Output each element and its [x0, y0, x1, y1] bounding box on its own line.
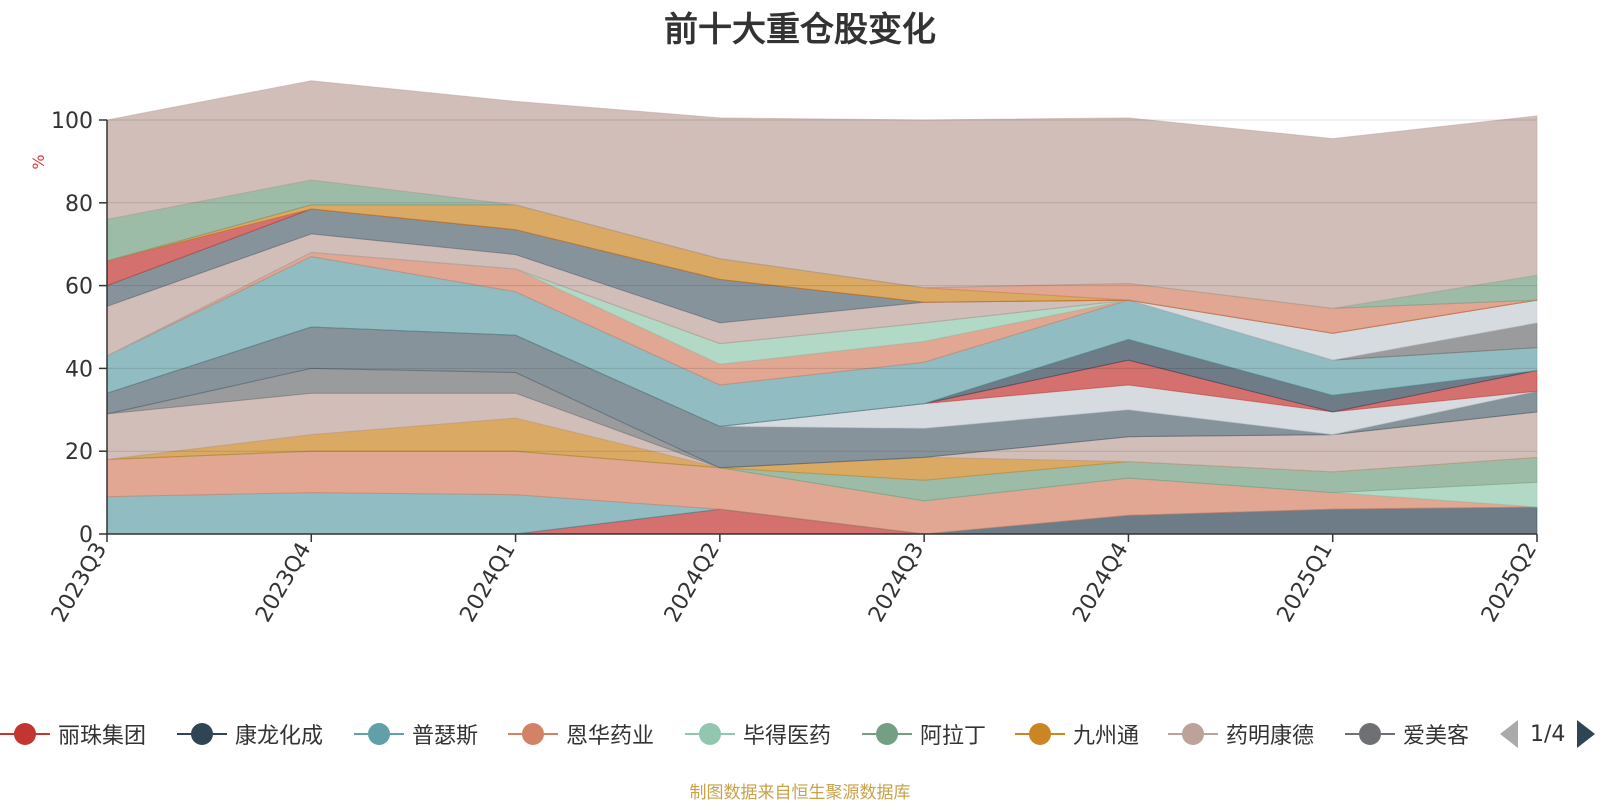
legend-marker-icon: [1345, 719, 1395, 749]
legend-marker-icon: [1168, 719, 1218, 749]
legend-item[interactable]: 丽珠集团: [0, 716, 146, 752]
legend-item[interactable]: 阿拉丁: [862, 716, 986, 752]
x-tick-label: 2025Q2: [1477, 539, 1542, 627]
stacked-area-chart: 0 20 40 60 80 100 2023Q3 2023Q4 2024Q1 2024Q2 2024…: [29, 80, 1542, 627]
legend-item[interactable]: 恩华药业: [508, 716, 654, 752]
x-tick-label: 2023Q4: [251, 539, 316, 627]
legend-item[interactable]: 爱美客: [1345, 716, 1469, 752]
legend-item[interactable]: 毕得医药: [685, 716, 831, 752]
legend-marker-icon: [0, 719, 50, 749]
legend-label: 阿拉丁: [920, 724, 987, 749]
legend-marker-icon: [862, 719, 912, 749]
x-tick-label: 2025Q1: [1273, 539, 1338, 627]
legend-item[interactable]: 普瑟斯: [354, 716, 478, 752]
x-tick-label: 2024Q3: [864, 539, 929, 627]
chart-title: 前十大重仓股变化: [664, 10, 936, 50]
legend-marker-icon: [508, 719, 558, 749]
x-tick-label: 2024Q1: [455, 539, 520, 627]
area-layer: [106, 80, 1538, 535]
legend-item[interactable]: 九州通: [1015, 716, 1139, 752]
legend-label: 丽珠集团: [58, 724, 147, 749]
legend-label: 药明康德: [1226, 724, 1315, 749]
legend-marker-icon: [1015, 719, 1065, 749]
legend-label: 康龙化成: [235, 724, 324, 749]
legend-marker-icon: [685, 719, 735, 749]
legend-marker-icon: [354, 719, 404, 749]
area-series-25: [106, 80, 1538, 309]
legend-item[interactable]: 药明康德: [1168, 716, 1314, 752]
y-tick-label: 40: [65, 357, 93, 382]
legend-label: 普瑟斯: [412, 724, 479, 749]
x-tick-label: 2023Q3: [47, 539, 112, 627]
previous-page-icon[interactable]: [1500, 720, 1518, 748]
page-indicator: 1/4: [1530, 721, 1566, 747]
legend-label: 毕得医药: [743, 724, 832, 749]
y-tick-label: 60: [65, 275, 93, 300]
legend-item[interactable]: 康龙化成: [177, 716, 323, 752]
next-page-icon[interactable]: [1577, 720, 1596, 748]
legend: 丽珠集团 康龙化成 普瑟斯 恩华药业 毕得医药 阿拉丁 九州通 药明康德 爱美客: [0, 716, 1600, 752]
source-note: 制图数据来自恒生聚源数据库: [689, 783, 911, 803]
legend-label: 九州通: [1073, 724, 1140, 749]
legend-label: 恩华药业: [566, 724, 655, 749]
y-tick-label: 100: [51, 109, 93, 134]
y-tick-label: 80: [65, 192, 93, 217]
y-tick-label: 20: [65, 440, 93, 465]
grid-lines: [107, 119, 1537, 452]
legend-label: 爱美客: [1403, 724, 1470, 749]
x-tick-label: 2024Q2: [660, 539, 725, 627]
legend-pager: 1/4: [1500, 716, 1596, 752]
x-tick-label: 2024Q4: [1068, 539, 1133, 627]
legend-marker-icon: [177, 719, 227, 749]
y-tick-label: 0: [79, 523, 93, 548]
y-axis-label: %: [29, 154, 48, 169]
